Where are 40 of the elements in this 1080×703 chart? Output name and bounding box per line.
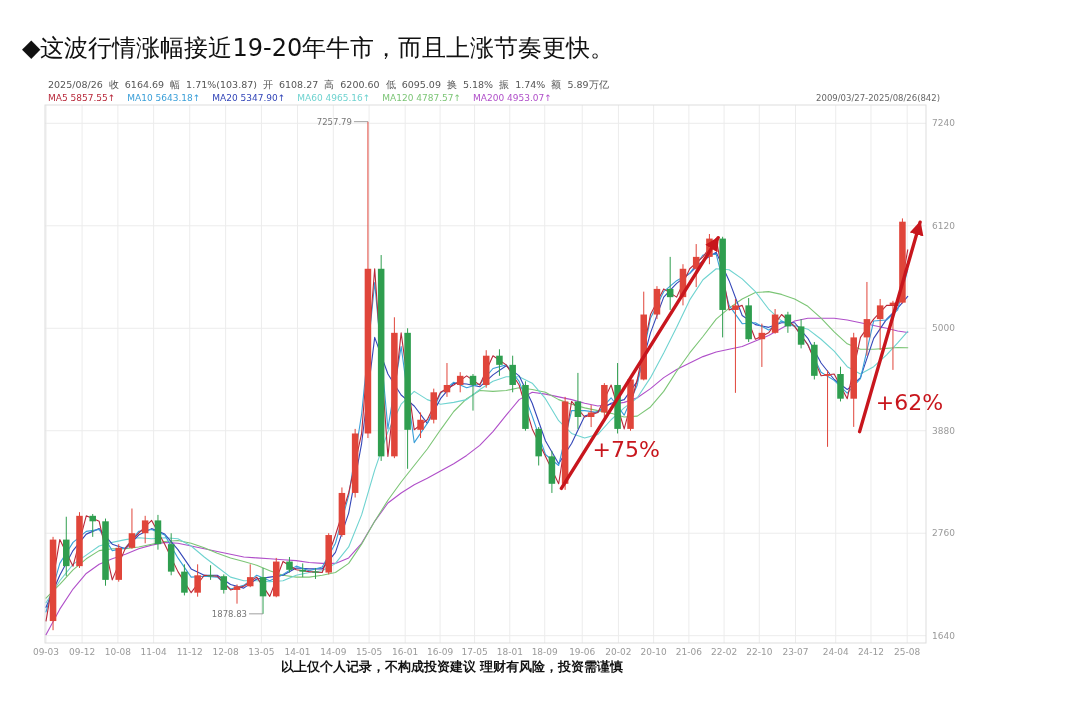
x-tick-label: 19-06	[569, 647, 596, 657]
x-tick-label: 20-10	[640, 647, 667, 657]
y-tick-label: 1640	[932, 630, 956, 641]
x-tick-label: 23-07	[782, 647, 809, 657]
text: 2009/03/27-2025/08/26(842)	[816, 93, 940, 103]
note: 7257.79	[316, 116, 369, 127]
title: ◆这波行情涨幅接近19-20年牛市，而且上涨节奏更快。	[22, 34, 615, 62]
x-tick-label: 21-06	[675, 647, 703, 657]
note: 1878.83	[211, 608, 264, 619]
y-tick-label: 2760	[932, 528, 956, 539]
text: 以上仅个人记录，不构成投资建议 理财有风险，投资需谨慎	[280, 659, 624, 674]
x-tick-label: 22-02	[711, 647, 738, 657]
x-tick-label: 10-08	[104, 647, 132, 657]
x-tick-label: 13-05	[248, 647, 275, 657]
y-tick-label: 3880	[932, 425, 956, 436]
annotation: 1878.83	[211, 608, 248, 619]
x-tick-label: 24-12	[857, 647, 885, 657]
x-tick-label: 18-09	[531, 647, 559, 657]
subtitle: 2025/08/26 收 6164.69 幅 1.71%(103.87) 开 6108.27 高 6200.60 低 6095.09 换 5.18% 振 1.74% 额 5.89万亿	[48, 79, 609, 90]
legend: MA5 5857.55↑ MA10 5643.18↑ MA20 5347.90↑ MA60 4965.16↑ MA120 4787.57↑ MA200 4953.07↑	[48, 93, 552, 103]
y-tick-label: 5000	[932, 323, 956, 334]
x-tick-label: 16-09	[427, 647, 454, 657]
x-tick-label: 18-01	[496, 647, 523, 657]
y-tick-label: 7240	[932, 118, 956, 129]
x-tick-label: 09-12	[69, 647, 96, 657]
y-tick-label: 6120	[932, 220, 956, 231]
x-tick-label: 14-09	[320, 647, 347, 657]
x-tick-label: 11-12	[176, 647, 203, 657]
x-tick-label: 17-05	[461, 647, 488, 657]
x-tick-label: 09-03	[32, 647, 60, 657]
x-tick-label: 16-01	[392, 647, 419, 657]
x-tick-label: 15-05	[356, 647, 383, 657]
x-tick-label: 22-10	[746, 647, 773, 657]
x-tick-label: 12-08	[212, 647, 239, 657]
x-tick-label: 24-04	[822, 647, 850, 657]
x-tick-label: 11-04	[140, 647, 167, 657]
x-tick-label: 25-08	[894, 647, 921, 657]
x-tick-label: 20-02	[605, 647, 632, 657]
x-tick-label: 14-01	[284, 647, 311, 657]
annotation: 7257.79	[316, 116, 352, 127]
